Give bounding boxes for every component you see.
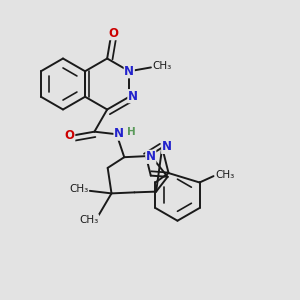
Text: N: N (128, 90, 138, 103)
Text: CH₃: CH₃ (215, 169, 234, 180)
Text: N: N (124, 65, 134, 78)
Text: O: O (109, 27, 119, 40)
Text: H: H (127, 128, 135, 137)
Text: CH₃: CH₃ (80, 214, 99, 225)
Text: O: O (65, 129, 75, 142)
Text: N: N (114, 127, 124, 140)
Text: N: N (162, 140, 172, 153)
Text: CH₃: CH₃ (69, 184, 88, 194)
Text: N: N (146, 150, 156, 163)
Text: CH₃: CH₃ (152, 61, 172, 71)
